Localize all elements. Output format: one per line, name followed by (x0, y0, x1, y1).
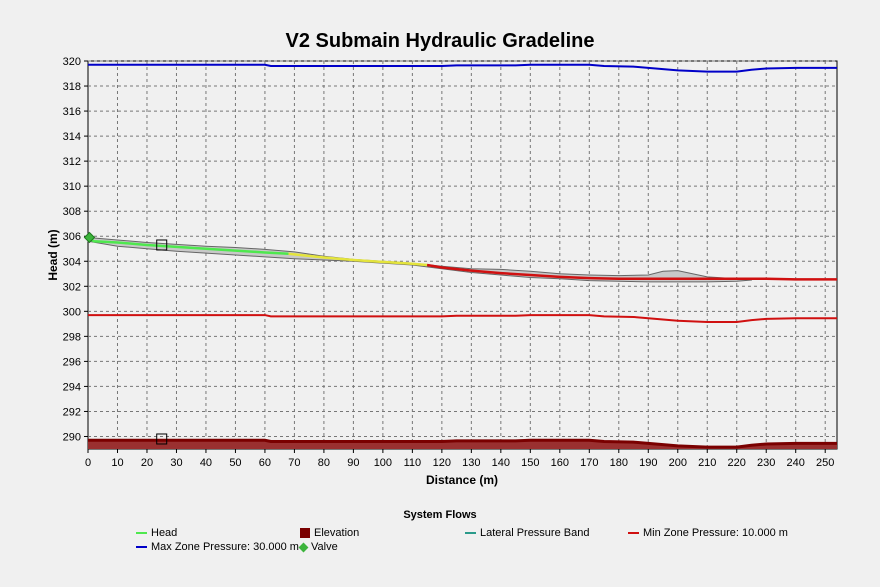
markers (83, 231, 168, 445)
y-tick-label: 314 (63, 131, 81, 143)
y-tick-label: 306 (63, 231, 81, 243)
x-tick-label: 0 (85, 457, 91, 469)
legend-label: Lateral Pressure Band (480, 527, 590, 539)
legend-item: Max Zone Pressure: 30.000 m (136, 540, 299, 554)
chart-title: V2 Submain Hydraulic Gradeline (285, 30, 595, 52)
x-tick-label: 180 (610, 457, 628, 469)
x-tick-label: 10 (111, 457, 123, 469)
y-tick-label: 298 (63, 331, 81, 343)
x-tick-label: 160 (551, 457, 569, 469)
x-tick-label: 240 (787, 457, 805, 469)
x-tick-label: 140 (492, 457, 510, 469)
series-line-5 (426, 263, 837, 281)
legend-swatch (136, 546, 147, 549)
plot-area (87, 60, 838, 450)
legend-swatch (628, 532, 639, 535)
x-tick-labels: 0 10 20 30 40 50 60 70 80 90 100 110 120 130 140 150 160… (85, 457, 834, 469)
legend-swatch (136, 532, 147, 535)
series-lines (87, 63, 837, 449)
series-line-3 (87, 236, 289, 255)
x-tick-label: 80 (318, 457, 330, 469)
legend-swatch (298, 542, 309, 553)
y-tick-label: 290 (63, 431, 81, 443)
y-tick-labels: 290 292 294 296 298 300 302 304 306 308 310 312 314 3… (63, 56, 81, 443)
legend-title: System Flows (403, 509, 477, 521)
y-tick-label: 302 (63, 281, 81, 293)
legend-label: Min Zone Pressure: 10.000 m (643, 527, 788, 539)
node-marker (156, 433, 168, 445)
x-tick-label: 70 (288, 457, 300, 469)
x-tick-label: 30 (170, 457, 182, 469)
legend-label: Max Zone Pressure: 30.000 m (151, 541, 299, 553)
y-tick-label: 316 (63, 106, 81, 118)
y-tick-label: 308 (63, 206, 81, 218)
y-tick-label: 294 (63, 381, 81, 393)
legend-item: Valve (298, 540, 338, 554)
x-tick-label: 130 (462, 457, 480, 469)
x-tick-label: 250 (816, 457, 834, 469)
legend-item: Lateral Pressure Band (465, 526, 589, 540)
x-tick-label: 90 (347, 457, 359, 469)
x-tick-label: 210 (698, 457, 716, 469)
x-axis-label: Distance (m) (426, 473, 498, 487)
x-tick-label: 40 (200, 457, 212, 469)
x-tick-label: 50 (229, 457, 241, 469)
x-tick-label: 100 (374, 457, 392, 469)
x-tick-label: 120 (433, 457, 451, 469)
x-tick-label: 150 (521, 457, 539, 469)
series-line-2 (88, 438, 837, 449)
y-tick-label: 310 (63, 181, 81, 193)
valve-marker (83, 231, 96, 244)
x-tick-label: 230 (757, 457, 775, 469)
legend-swatch (300, 528, 310, 539)
legend-label: Valve (311, 541, 338, 553)
y-axis-label: Head (m) (46, 229, 60, 280)
legend-label: Elevation (314, 527, 360, 539)
x-tick-label: 20 (141, 457, 153, 469)
x-tick-label: 170 (580, 457, 598, 469)
legend-label: Head (151, 527, 178, 539)
y-tick-label: 292 (63, 406, 81, 418)
series-line-0 (88, 63, 837, 73)
y-tick-label: 320 (63, 56, 81, 68)
y-tick-label: 312 (63, 156, 81, 168)
y-tick-label: 300 (63, 306, 81, 318)
grid-lines (84, 60, 837, 453)
node-marker (156, 239, 168, 251)
x-tick-label: 200 (669, 457, 687, 469)
legend-item: Head (136, 526, 177, 540)
x-tick-label: 190 (639, 457, 657, 469)
series-line-1 (88, 314, 837, 323)
x-tick-label: 110 (404, 457, 422, 469)
y-tick-label: 296 (63, 356, 81, 368)
y-tick-label: 304 (63, 256, 81, 268)
series-line-4 (288, 252, 428, 267)
y-tick-label: 318 (63, 81, 81, 93)
x-tick-label: 60 (259, 457, 271, 469)
legend-swatch (465, 532, 476, 535)
hydraulic-gradeline-plot: 0 10 20 30 40 50 60 70 80 90 100 110 120 130 140 150 160… (46, 56, 838, 487)
legend-item: Min Zone Pressure: 10.000 m (628, 526, 788, 540)
x-tick-label: 220 (728, 457, 746, 469)
legend-item: Elevation (300, 526, 359, 540)
